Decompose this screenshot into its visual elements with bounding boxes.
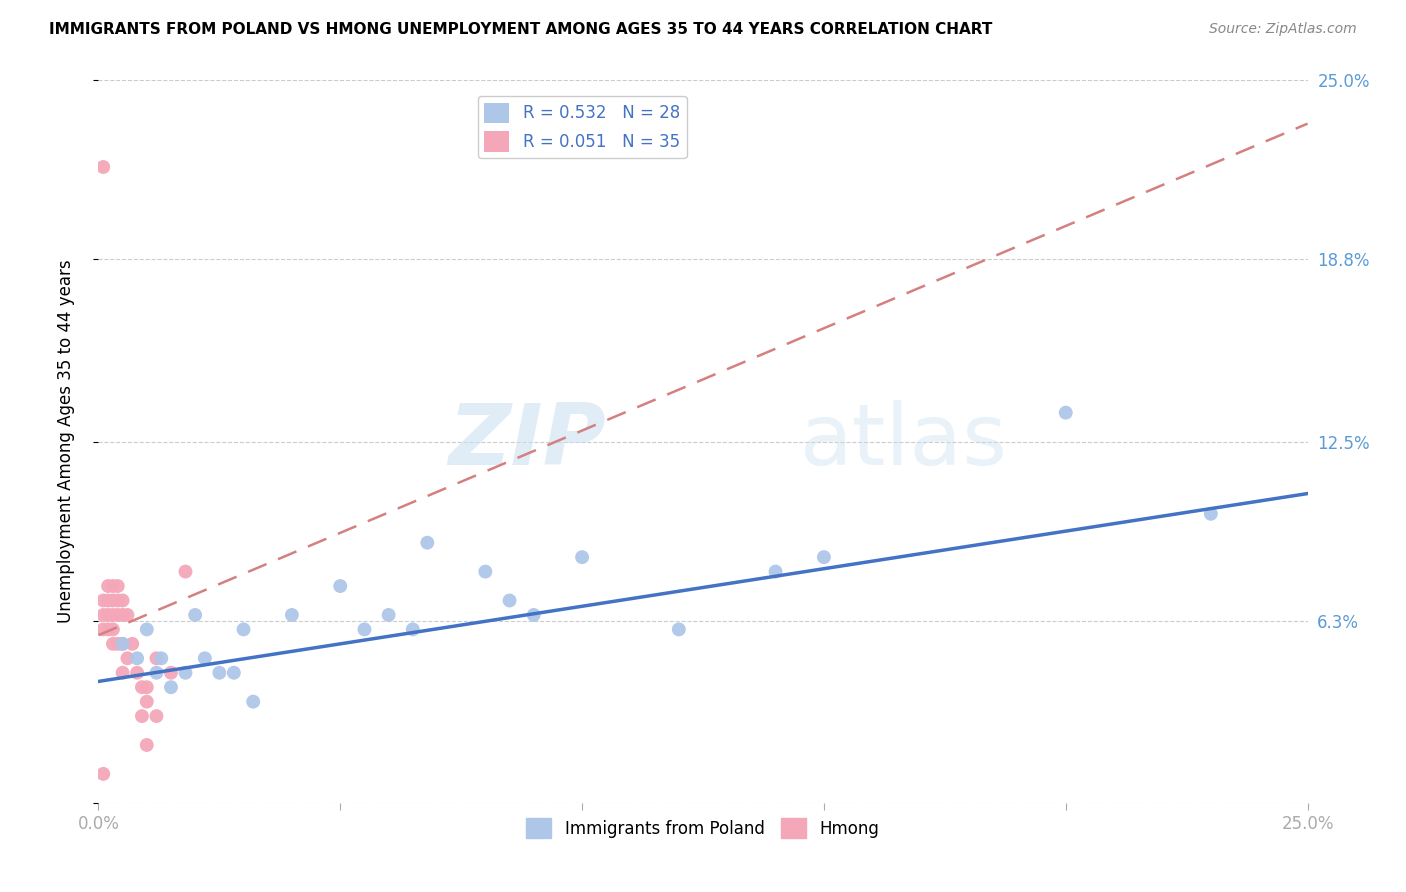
Point — [107, 593, 129, 607]
Point — [498, 593, 520, 607]
Point — [194, 651, 217, 665]
Point — [222, 665, 245, 680]
Point — [101, 593, 124, 607]
Point — [329, 579, 352, 593]
Point — [160, 680, 183, 694]
Point — [377, 607, 399, 622]
Point — [91, 593, 114, 607]
Point — [101, 623, 124, 637]
Point — [402, 623, 425, 637]
Point — [111, 637, 134, 651]
Point — [97, 607, 120, 622]
Point — [111, 607, 134, 622]
Point — [135, 738, 157, 752]
Point — [107, 637, 129, 651]
Point — [135, 623, 157, 637]
Point — [765, 565, 787, 579]
Point — [668, 623, 690, 637]
Text: atlas: atlas — [800, 400, 1008, 483]
Point — [131, 680, 153, 694]
Point — [232, 623, 254, 637]
Point — [174, 665, 197, 680]
Point — [1199, 507, 1222, 521]
Point — [474, 565, 496, 579]
Point — [135, 695, 157, 709]
Point — [242, 695, 264, 709]
Point — [571, 550, 593, 565]
Point — [145, 665, 167, 680]
Point — [101, 637, 124, 651]
Point — [101, 579, 124, 593]
Point — [150, 651, 173, 665]
Point — [111, 665, 134, 680]
Y-axis label: Unemployment Among Ages 35 to 44 years: Unemployment Among Ages 35 to 44 years — [56, 260, 75, 624]
Point — [184, 607, 207, 622]
Point — [91, 607, 114, 622]
Point — [117, 607, 139, 622]
Point — [127, 651, 149, 665]
Point — [353, 623, 375, 637]
Point — [91, 623, 114, 637]
Point — [97, 579, 120, 593]
Point — [107, 607, 129, 622]
Point — [145, 651, 167, 665]
Point — [281, 607, 304, 622]
Point — [97, 623, 120, 637]
Text: Source: ZipAtlas.com: Source: ZipAtlas.com — [1209, 22, 1357, 37]
Point — [91, 160, 114, 174]
Point — [107, 579, 129, 593]
Point — [416, 535, 439, 549]
Point — [523, 607, 546, 622]
Point — [97, 593, 120, 607]
Point — [91, 767, 114, 781]
Text: IMMIGRANTS FROM POLAND VS HMONG UNEMPLOYMENT AMONG AGES 35 TO 44 YEARS CORRELATI: IMMIGRANTS FROM POLAND VS HMONG UNEMPLOY… — [49, 22, 993, 37]
Point — [101, 607, 124, 622]
Point — [145, 709, 167, 723]
Point — [111, 637, 134, 651]
Point — [121, 637, 143, 651]
Point — [1054, 406, 1077, 420]
Point — [208, 665, 231, 680]
Point — [111, 593, 134, 607]
Text: ZIP: ZIP — [449, 400, 606, 483]
Point — [135, 680, 157, 694]
Point — [160, 665, 183, 680]
Point — [127, 665, 149, 680]
Point — [131, 709, 153, 723]
Point — [813, 550, 835, 565]
Point — [174, 565, 197, 579]
Point — [117, 651, 139, 665]
Legend: Immigrants from Poland, Hmong: Immigrants from Poland, Hmong — [520, 812, 886, 845]
